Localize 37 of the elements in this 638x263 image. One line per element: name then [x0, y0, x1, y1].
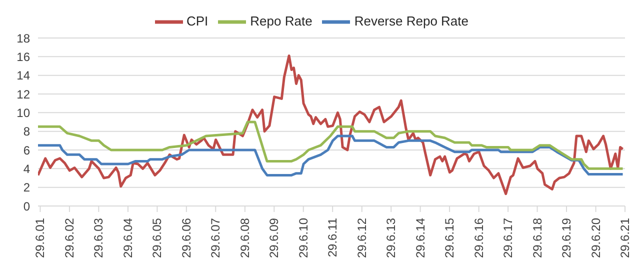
- x-tick-label: 29.6.10: [296, 218, 310, 258]
- y-tick-label: 16: [16, 50, 30, 64]
- legend-label: CPI: [186, 13, 208, 28]
- x-tick-label: 29.6.07: [208, 218, 223, 258]
- y-tick-label: 12: [16, 87, 30, 102]
- x-tick-label: 29.6.05: [150, 218, 164, 258]
- y-tick-label: 14: [16, 68, 30, 83]
- y-tick-label: 2: [23, 180, 30, 195]
- x-tick-label: 29.6.09: [267, 218, 282, 258]
- x-tick-label: 29.6.21: [618, 218, 632, 258]
- y-tick-label: 0: [23, 199, 30, 214]
- x-tick-label: 29.6.19: [559, 218, 574, 258]
- y-tick-label: 8: [23, 124, 30, 139]
- y-tick-label: 18: [16, 31, 30, 46]
- x-tick-label: 29.6.16: [472, 218, 486, 258]
- x-tick-label: 29.6.11: [326, 218, 340, 258]
- y-tick-label: 10: [16, 106, 30, 120]
- line-series: [38, 54, 624, 196]
- x-tick-label: 29.6.06: [179, 218, 194, 258]
- x-tick-label: 29.6.14: [413, 218, 428, 258]
- x-tick-label: 29.6.20: [588, 218, 603, 258]
- y-tick-label: 4: [23, 162, 30, 176]
- y-tick-label: 6: [23, 143, 30, 158]
- line-series: [38, 134, 624, 176]
- x-tick-label: 29.6.04: [120, 218, 135, 258]
- x-tick-label: 29.6.01: [33, 218, 48, 258]
- legend-label: Reverse Repo Rate: [354, 13, 468, 28]
- x-tick-label: 29.6.18: [530, 218, 544, 258]
- x-tick-label: 29.6.08: [238, 218, 252, 258]
- x-tick-label: 29.6.17: [501, 218, 516, 258]
- x-tick-label: 29.6.12: [354, 218, 369, 258]
- x-tick-label: 29.6.13: [384, 218, 398, 258]
- x-tick-label: 29.6.03: [92, 218, 106, 258]
- line-series: [38, 120, 624, 170]
- x-tick-label: 29.6.02: [62, 218, 76, 258]
- legend-label: Repo Rate: [250, 13, 312, 28]
- x-tick-label: 29.6.15: [442, 218, 457, 258]
